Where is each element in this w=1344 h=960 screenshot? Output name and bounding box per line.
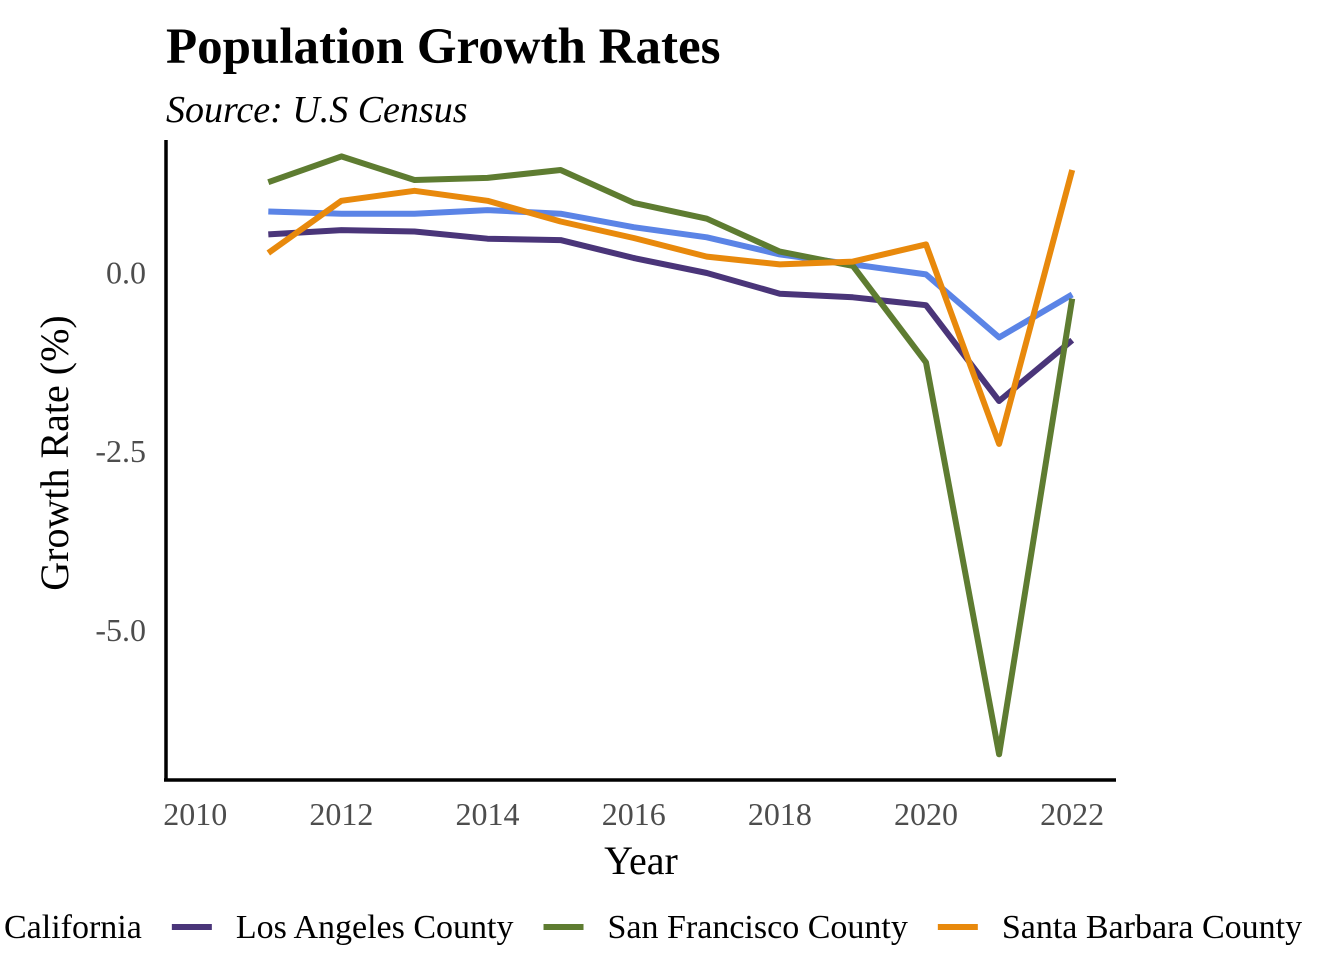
x-tick-labels: 2010 2012 2014 2016 2018 2020 2022	[163, 796, 1104, 832]
chart-title: Population Growth Rates	[166, 19, 720, 75]
y-tick-label: 0.0	[106, 254, 146, 290]
plot-lines	[266, 153, 1076, 758]
legend-label: California	[4, 909, 142, 946]
y-tick-label: -5.0	[95, 612, 146, 648]
legend-label: San Francisco County	[608, 909, 908, 946]
legend: California Los Angeles County San Francisc…	[4, 909, 1302, 946]
series-line-3	[266, 169, 1076, 447]
legend-label: Santa Barbara County	[1002, 909, 1302, 946]
x-tick-label: 2020	[894, 796, 958, 832]
y-tick-labels: 0.0 -2.5 -5.0	[95, 254, 146, 648]
y-axis-label: Growth Rate (%)	[32, 315, 77, 590]
x-tick-label: 2022	[1040, 796, 1104, 832]
x-tick-label: 2016	[602, 796, 666, 832]
x-tick-label: 2018	[748, 796, 812, 832]
legend-label: Los Angeles County	[236, 909, 514, 946]
x-tick-label: 2014	[456, 796, 520, 832]
series-line-1	[268, 227, 1075, 404]
series-line-2	[267, 153, 1076, 758]
chart-subtitle: Source: U.S Census	[166, 89, 468, 131]
x-axis-label: Year	[604, 838, 678, 883]
x-tick-label: 2010	[163, 796, 227, 832]
y-tick-label: -2.5	[95, 433, 146, 469]
x-tick-label: 2012	[309, 796, 373, 832]
